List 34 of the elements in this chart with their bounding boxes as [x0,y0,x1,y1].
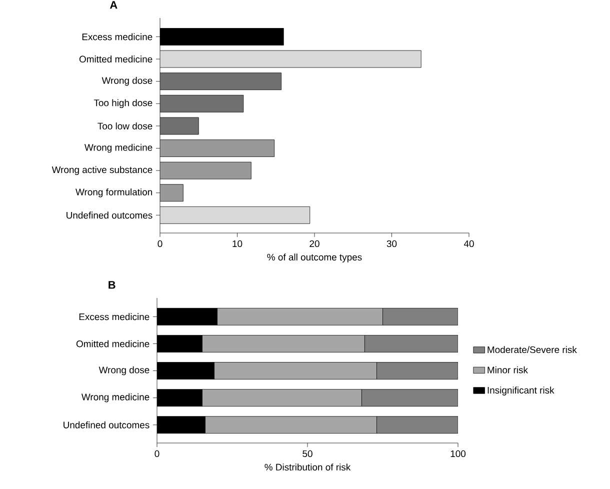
y-tick-label: Wrong medicine [81,393,150,402]
y-tick-label: Wrong dose [98,366,150,376]
bar [361,389,458,407]
bar [376,362,458,380]
y-tick-label: Too high dose [94,99,152,108]
bar [364,335,458,352]
x-axis-title: % Distribution of risk [264,464,351,471]
x-tick-label: 0 [158,240,162,248]
y-tick-label: Wrong dose [102,76,152,86]
x-tick-label: 50 [302,450,312,458]
x-tick-label: 100 [450,450,466,458]
y-tick-label: Too low dose [98,122,152,130]
y-tick-label: Excess medicine [79,313,150,320]
x-tick-label: 0 [154,450,160,458]
y-tick-label: Wrong active substance [52,166,152,175]
legend-label: Moderate/Severe risk [488,346,577,354]
y-tick-label: Excess medicine [82,33,152,40]
chart-title: B [108,281,116,289]
y-tick-label: Omitted medicine [79,56,152,63]
x-tick-label: 20 [310,240,320,248]
legend-label: Insignificant risk [488,386,554,396]
x-tick-label: 10 [232,240,242,248]
chart-title: A [110,1,118,9]
x-tick-label: 40 [464,240,474,248]
y-tick-label: Wrong medicine [84,144,152,153]
y-tick-label: Undefined outcomes [64,421,150,428]
legend-label: Minor risk [488,366,528,374]
bar [382,308,458,326]
y-tick-label: Wrong formulation [76,188,152,198]
bar [376,416,458,434]
y-tick-label: Omitted medicine [76,340,150,348]
x-tick-label: 30 [386,240,397,248]
y-tick-label: Undefined outcomes [66,212,152,219]
x-axis-title: % of all outcome types [267,254,362,262]
